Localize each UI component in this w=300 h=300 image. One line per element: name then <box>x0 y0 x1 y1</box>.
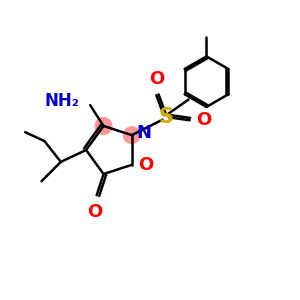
Text: NH₂: NH₂ <box>45 92 80 110</box>
Text: O: O <box>88 203 103 221</box>
Text: O: O <box>138 156 154 174</box>
Text: O: O <box>149 70 165 88</box>
Circle shape <box>95 118 112 134</box>
Text: S: S <box>158 107 173 127</box>
Text: O: O <box>196 111 212 129</box>
Text: N: N <box>136 124 151 142</box>
Circle shape <box>124 127 140 143</box>
